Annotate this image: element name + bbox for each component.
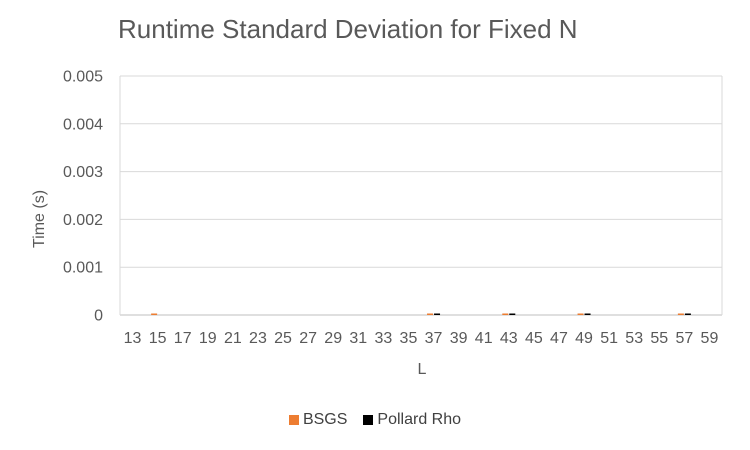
legend-label-pollard-rho: Pollard Rho [377,411,462,428]
bar-pollard-rho [584,313,591,315]
legend: BSGS Pollard Rho [0,411,750,429]
x-tick-label: 13 [124,330,142,347]
x-tick-label: 41 [475,330,493,347]
x-tick-label: 15 [149,330,167,347]
bar-pollard-rho [509,313,516,315]
chart-title: Runtime Standard Deviation for Fixed N [118,14,578,44]
x-tick-label: 29 [324,330,342,347]
legend-swatch-pollard-rho [363,415,374,425]
y-axis-label: Time (s) [31,190,48,248]
bar-bsgs [677,313,684,315]
x-tick-label: 35 [400,330,418,347]
x-tick-label: 37 [425,330,443,347]
legend-label-bsgs: BSGS [302,411,348,428]
x-tick-label: 49 [575,330,593,347]
x-tick-label: 25 [274,330,292,347]
legend-swatch-bsgs [288,415,299,425]
y-tick-label: 0.005 [63,69,103,86]
legend-item-bsgs: BSGS [288,411,348,429]
bar-bsgs [502,313,509,315]
x-tick-label: 39 [450,330,468,347]
x-tick-label: 45 [525,330,543,347]
x-axis-label: L [418,361,427,378]
x-tick-label: 17 [174,330,192,347]
x-tick-label: 23 [249,330,267,347]
x-tick-label: 59 [701,330,719,347]
x-tick-label: 19 [199,330,217,347]
x-tick-label: 55 [650,330,668,347]
x-tick-label: 31 [349,330,367,347]
x-tick-label: 57 [675,330,693,347]
y-tick-label: 0.003 [63,164,103,181]
bar-pollard-rho [434,313,441,315]
y-tick-label: 0.001 [63,260,103,277]
x-tick-label: 43 [500,330,518,347]
bar-bsgs [151,313,158,315]
bar-bsgs [427,313,434,315]
x-tick-label: 33 [374,330,392,347]
x-tick-label: 53 [625,330,643,347]
y-tick-label: 0.002 [63,212,103,229]
x-tick-label: 47 [550,330,568,347]
y-tick-label: 0 [94,308,103,325]
y-tick-label: 0.004 [63,116,103,133]
bar-bsgs [577,313,584,315]
x-tick-label: 21 [224,330,242,347]
bar-pollard-rho [684,313,691,315]
x-tick-label: 51 [600,330,618,347]
legend-item-pollard-rho: Pollard Rho [363,411,461,429]
x-tick-label: 27 [299,330,317,347]
